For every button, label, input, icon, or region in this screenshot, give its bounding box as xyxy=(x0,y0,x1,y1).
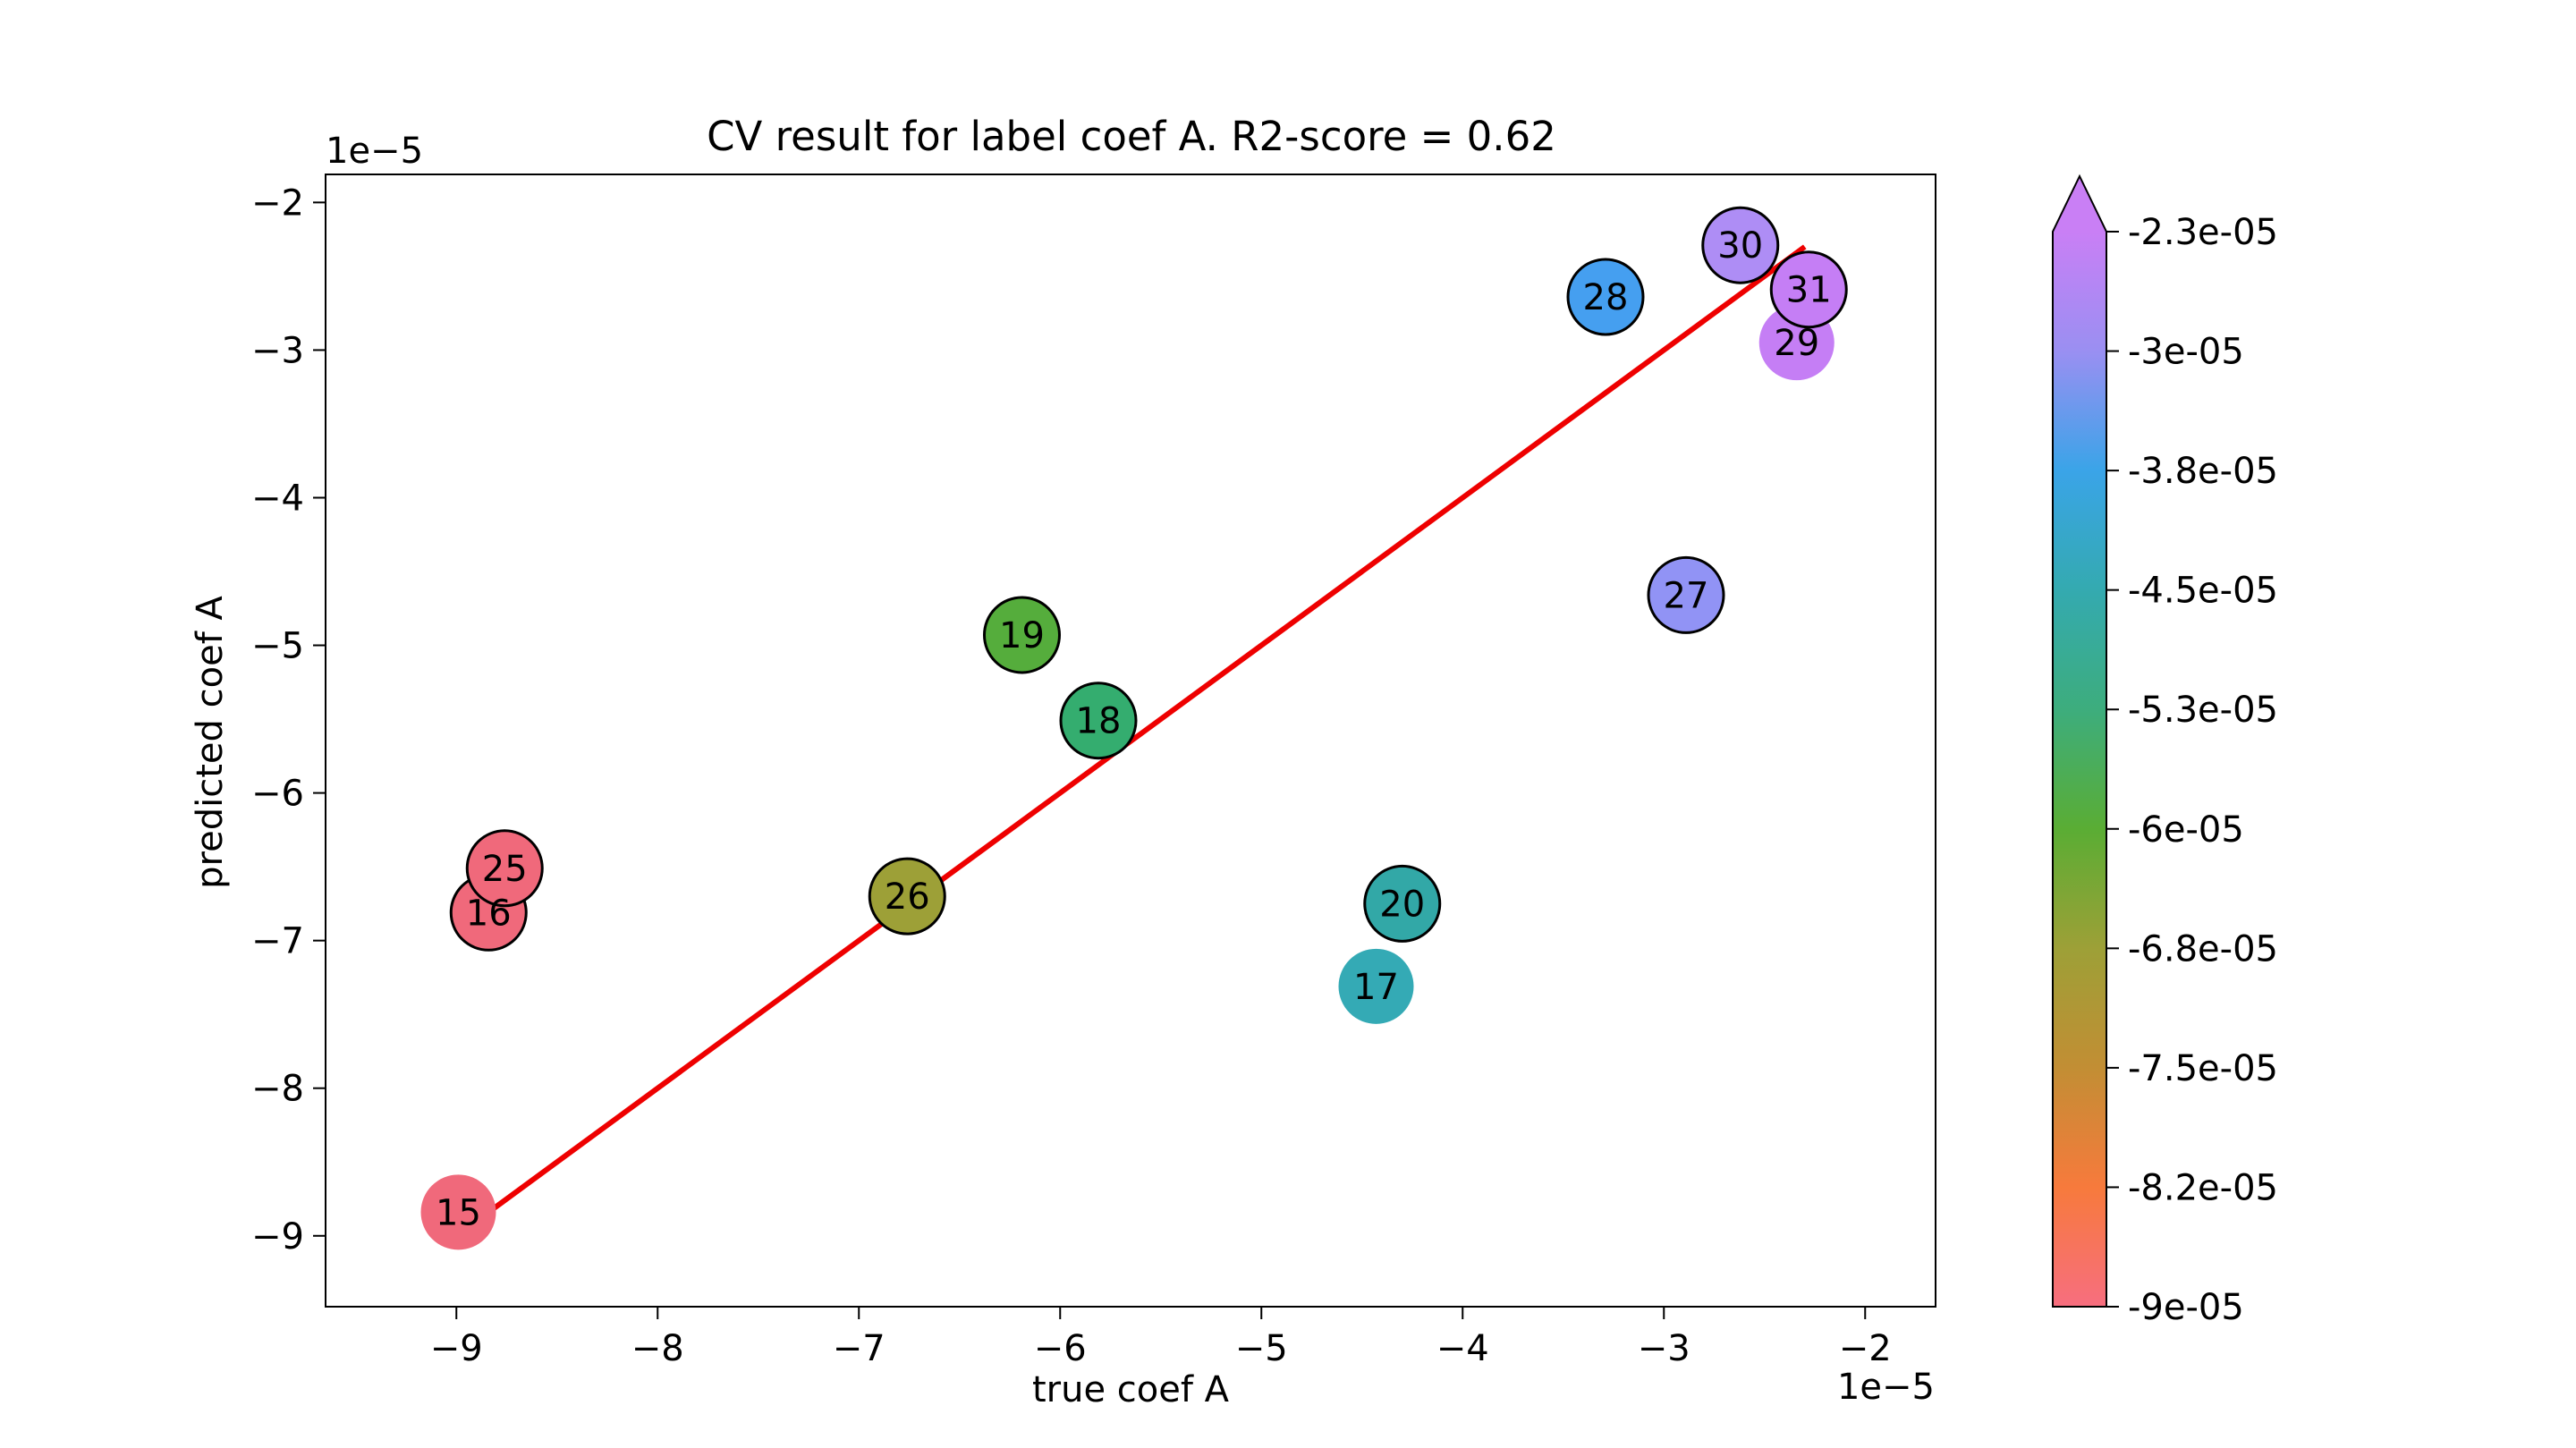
point-label-16: 16 xyxy=(466,893,512,934)
colorbar: -2.3e-05 -3e-05 -3.8e-05 -4.5e-05 -5.3e-05 -6… xyxy=(2052,174,2278,1328)
x-axis: −9 −8 −7 −6 −5 −4 −3 −2 xyxy=(430,1307,1892,1369)
scatter-point-28 xyxy=(1566,258,1645,336)
point-label-17: 17 xyxy=(1353,967,1399,1008)
point-label-31: 31 xyxy=(1786,270,1832,311)
colorbar-bar xyxy=(2053,232,2106,1307)
x-tick-label: −8 xyxy=(631,1328,684,1369)
scatter-point-27 xyxy=(1647,555,1725,634)
x-tick-label: −7 xyxy=(833,1328,886,1369)
scatter-point-15 xyxy=(420,1174,496,1250)
y-offset-label: 1e−5 xyxy=(326,131,423,172)
point-label-26: 26 xyxy=(885,876,930,918)
y-tick-label: −9 xyxy=(251,1216,304,1257)
x-tick-label: −6 xyxy=(1034,1328,1087,1369)
colorbar-tick-label: -4.5e-05 xyxy=(2128,571,2278,612)
chart-title: CV result for label coef A. R2-score = 0… xyxy=(707,113,1556,160)
plot-area: −9 −8 −7 −6 −5 −4 −3 −2 −2 −3 −4 −5 −6 −7 −8 −9 15 1625… xyxy=(251,174,1936,1369)
y-axis-label: predicted coef A xyxy=(190,596,231,889)
scatter-point-20 xyxy=(1363,864,1442,943)
y-tick-label: −4 xyxy=(251,478,304,519)
colorbar-tick-label: -2.3e-05 xyxy=(2128,212,2278,253)
scatter-point-19 xyxy=(983,596,1061,674)
y-tick-label: −8 xyxy=(251,1069,304,1110)
y-tick-label: −7 xyxy=(251,921,304,962)
y-tick-label: −6 xyxy=(251,774,304,815)
colorbar-tick-label: -6e-05 xyxy=(2128,809,2244,851)
point-label-30: 30 xyxy=(1717,225,1763,267)
colorbar-tick-label: -9e-05 xyxy=(2128,1287,2244,1328)
colorbar-ticks: -2.3e-05 -3e-05 -3.8e-05 -4.5e-05 -5.3e-05 -6… xyxy=(2106,212,2278,1328)
x-offset-label: 1e−5 xyxy=(1837,1367,1935,1408)
y-axis: −2 −3 −4 −5 −6 −7 −8 −9 xyxy=(251,182,326,1257)
colorbar-tick-label: -8.2e-05 xyxy=(2128,1167,2278,1208)
point-label-18: 18 xyxy=(1076,701,1122,742)
x-tick-label: −5 xyxy=(1235,1328,1288,1369)
scatter-point-18 xyxy=(1059,682,1138,760)
y-tick-label: −2 xyxy=(251,182,304,224)
plot-frame xyxy=(325,174,1936,1308)
colorbar-tick-label: -3e-05 xyxy=(2128,332,2244,373)
x-tick-label: −2 xyxy=(1839,1328,1892,1369)
colorbar-outline xyxy=(2052,174,2107,1308)
y-tick-label: −5 xyxy=(251,626,304,667)
x-tick-label: −9 xyxy=(430,1328,483,1369)
scatter-point-31 xyxy=(1769,250,1848,329)
x-tick-label: −4 xyxy=(1436,1328,1489,1369)
point-label-15: 15 xyxy=(436,1192,481,1233)
x-tick-label: −3 xyxy=(1638,1328,1690,1369)
point-label-27: 27 xyxy=(1664,575,1709,616)
x-axis-label: true coef A xyxy=(1032,1369,1230,1410)
point-label-20: 20 xyxy=(1379,884,1425,925)
point-label-19: 19 xyxy=(999,615,1045,656)
colorbar-tick-label: -3.8e-05 xyxy=(2128,451,2278,492)
colorbar-tick-label: -6.8e-05 xyxy=(2128,928,2278,970)
colorbar-extend-arrow xyxy=(2053,176,2106,232)
scatter-point-25 xyxy=(465,829,544,908)
point-label-25: 25 xyxy=(482,849,528,890)
scatter-point-26 xyxy=(868,857,946,936)
point-label-29: 29 xyxy=(1774,323,1819,364)
scatter-point-30 xyxy=(1701,206,1780,284)
y-tick-label: −3 xyxy=(251,330,304,371)
colorbar-tick-label: -5.3e-05 xyxy=(2128,690,2278,731)
scatter-point-17 xyxy=(1338,948,1414,1024)
colorbar-tick-label: -7.5e-05 xyxy=(2128,1048,2278,1089)
point-label-28: 28 xyxy=(1583,277,1629,318)
